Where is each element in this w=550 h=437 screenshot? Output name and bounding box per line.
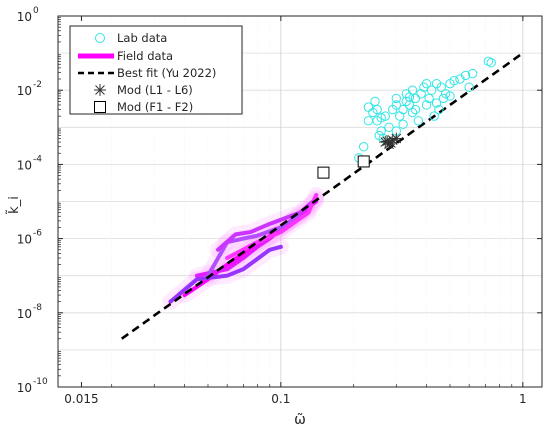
field-data-line [205,214,302,278]
lab-data-point [404,92,415,102]
lab-data-point [416,89,426,99]
mod-l-point [381,135,394,148]
lab-data-point [486,58,496,68]
lab-data-point [410,104,421,115]
lab-data-point [376,113,386,123]
y-tick-label-exponent: -10 [33,377,48,387]
lab-data-point [372,104,382,115]
lab-data-point [431,98,442,108]
lab-data-point [426,85,437,95]
lab-data-point [391,93,402,104]
data-layer [120,52,524,340]
lab-data-point [460,70,471,81]
legend-item-best-fit: Best fit (Yu 2022) [78,66,216,80]
lab-data-point [407,107,418,118]
lab-data-point [436,82,446,92]
legend-best-fit-label: Best fit (Yu 2022) [117,66,216,80]
lab-data-point [438,93,449,104]
lab-data-point [467,68,478,79]
y-tick-label: 10 [17,158,32,172]
lab-data-point [398,104,408,115]
x-tick-label: 0.1 [271,392,290,406]
legend-mod-f-label: Mod (F1 - F2) [117,100,193,114]
lab-data-point [424,93,434,104]
legend-field-data-label: Field data [117,49,173,63]
y-tick-label-exponent: -4 [33,154,42,164]
legend-box [69,25,243,115]
x-tick-label: 0.015 [64,392,98,406]
legend-item-mod-f: Mod (F1 - F2) [94,100,193,114]
y-tick-label-exponent: -2 [33,80,42,90]
legend-asterisk-symbol [94,84,106,96]
y-tick-label-exponent: 0 [33,6,39,16]
lab-data-point [431,78,442,89]
lab-data-point [421,78,432,89]
plot-frame [57,15,543,388]
y-tick-label: 10 [17,84,32,98]
lab-data-point [445,91,455,101]
y-axis-label: k̃_i [7,196,22,215]
y-tick-label: 10 [17,381,32,395]
legend-item-mod-l: Mod (L1 - L6) [94,83,193,97]
legend-lab-data-symbol [95,33,105,43]
lab-data-point [449,76,459,86]
x-axis-label: ω̃ [294,412,306,428]
legend-lab-data-label: Lab data [117,31,167,45]
lab-data-point [413,116,424,126]
y-tick-label-exponent: -8 [33,303,42,313]
lab-data-point [434,104,444,115]
legend-item-field-data: Field data [78,49,173,63]
legend-mod-l-label: Mod (L1 - L6) [117,83,193,97]
mod-f-point [357,155,370,168]
y-tick-label-exponent: -6 [33,229,42,239]
legend-square-symbol [94,101,106,113]
legend-item-lab-data: Lab data [95,31,167,45]
lab-data-point [421,100,432,110]
lab-data-point [359,141,369,152]
best-fit-line [120,52,524,340]
lab-data-point [464,82,474,92]
y-tick-label: 10 [17,307,32,321]
lab-data-point [384,122,394,133]
y-tick-label: 10 [17,233,32,247]
field-data-line [225,192,319,260]
lab-data-point [391,100,402,110]
lab-data-point [429,111,439,121]
lab-data-point [410,93,421,104]
field-data-line [168,244,283,304]
y-tick-label: 10 [17,10,32,24]
lab-data-point [440,89,451,99]
lab-data-point [398,119,408,130]
x-tick-label: 1 [519,392,527,406]
mod-f-point [317,166,330,179]
legend: Lab data Field data Best fit (Yu 2022) M… [69,25,243,115]
